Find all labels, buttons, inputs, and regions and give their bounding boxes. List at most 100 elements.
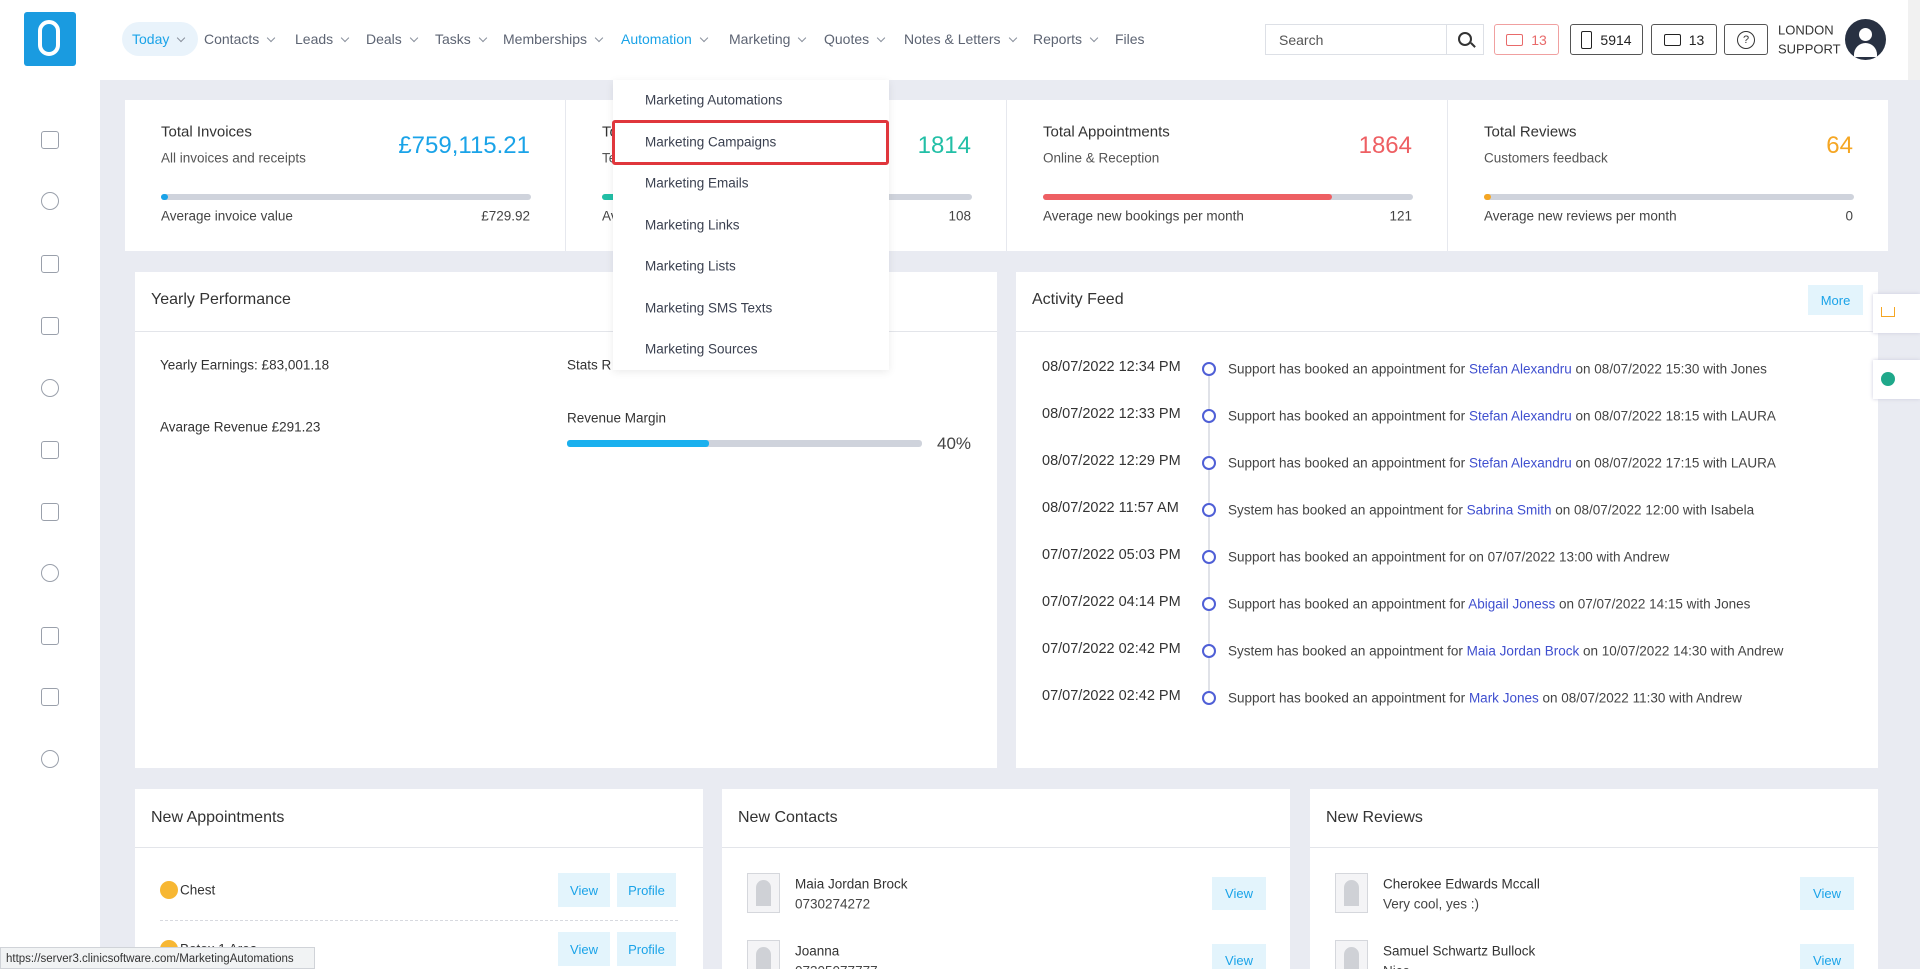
row-button[interactable]: Profile (617, 873, 676, 907)
sidebar-icon[interactable] (41, 317, 59, 335)
chevron (479, 34, 487, 42)
stat-footer-value: £729.92 (481, 209, 530, 224)
stat-card: Total AppointmentsOnline & Reception1864… (1007, 100, 1448, 251)
activity-text: System has booked an appointment for Sab… (1228, 503, 1754, 518)
activity-link[interactable]: Stefan Alexandru (1469, 456, 1572, 471)
sidebar-icon[interactable] (41, 627, 59, 645)
more-button[interactable]: More (1808, 285, 1863, 315)
header-badge[interactable]: 13 (1651, 24, 1717, 55)
sidebar-icon[interactable] (41, 564, 59, 582)
nav-item[interactable]: Quotes (824, 31, 884, 47)
nav-item[interactable]: Notes & Letters (904, 31, 1016, 47)
header-badge[interactable]: 5914 (1570, 24, 1643, 55)
timeline-dot (1202, 362, 1216, 376)
activity-link[interactable]: Maia Jordan Brock (1467, 644, 1580, 659)
nav-item[interactable]: Files (1115, 31, 1145, 47)
panel-title: New Contacts (738, 809, 838, 827)
panel-divider (1016, 331, 1878, 332)
timeline-dot (1202, 644, 1216, 658)
sidebar (0, 80, 100, 969)
activity-time: 07/07/2022 02:42 PM (1042, 688, 1181, 704)
activity-time: 08/07/2022 12:33 PM (1042, 406, 1181, 422)
dropdown-item[interactable]: Marketing Automations (645, 93, 782, 108)
stat-title: Total Reviews (1484, 124, 1577, 141)
timeline-dot (1202, 550, 1216, 564)
activity-link[interactable]: Mark Jones (1469, 691, 1539, 706)
row-button[interactable]: View (558, 873, 610, 907)
dropdown-item[interactable]: Marketing Emails (645, 176, 749, 191)
contact-detail: Very cool, yes :) (1383, 897, 1479, 912)
row-button[interactable]: View (1800, 944, 1854, 969)
stat-bar-fill (1043, 194, 1332, 200)
dropdown-item[interactable]: Marketing Links (645, 217, 740, 232)
activity-text: Support has booked an appointment for St… (1228, 409, 1776, 424)
panel-title: Activity Feed (1032, 291, 1124, 309)
sidebar-icon[interactable] (41, 441, 59, 459)
nav-item[interactable]: Marketing (729, 31, 805, 47)
activity-text: Support has booked an appointment for St… (1228, 456, 1776, 471)
stat-card: Total ReviewsCustomers feedback64Average… (1448, 100, 1889, 251)
nav-item[interactable]: Deals (366, 31, 417, 47)
contact-name: Joanna (795, 944, 839, 959)
dropdown-item[interactable]: Marketing Lists (645, 259, 736, 274)
sidebar-icon[interactable] (41, 379, 59, 397)
sidebar-icon[interactable] (41, 192, 59, 210)
stat-subtitle: All invoices and receipts (161, 151, 306, 166)
stat-bar-fill (161, 194, 168, 200)
whatsapp-icon (1881, 372, 1895, 386)
sidebar-icon[interactable] (41, 131, 59, 149)
row-button[interactable]: Profile (617, 932, 676, 966)
header-badge[interactable]: 13 (1494, 24, 1559, 55)
nav-item[interactable]: Leads (295, 31, 348, 47)
search-box[interactable]: Search (1265, 24, 1484, 55)
activity-link[interactable]: Abigail Joness (1468, 597, 1555, 612)
row-divider (160, 920, 678, 921)
activity-detail: on 07/07/2022 14:15 with Jones (1559, 597, 1750, 612)
nav-item[interactable]: Tasks (435, 31, 486, 47)
badge-text: 13 (1531, 32, 1547, 48)
user-avatar[interactable] (1845, 19, 1886, 60)
sidebar-icon[interactable] (41, 255, 59, 273)
sidebar-icon[interactable] (41, 750, 59, 768)
badge-icon (1581, 31, 1592, 49)
stat-footer-value: 121 (1389, 209, 1412, 224)
chevron (177, 34, 185, 42)
nav-item[interactable]: Automation (621, 31, 707, 47)
user-name-line2: SUPPORT (1778, 42, 1841, 57)
dropdown-item[interactable]: Marketing SMS Texts (645, 300, 772, 315)
sidebar-icon[interactable] (41, 688, 59, 706)
panel-divider (1310, 847, 1878, 848)
avatar-body (1854, 43, 1877, 57)
row-button[interactable]: View (1212, 944, 1266, 969)
list-panel: New ReviewsCherokee Edwards MccallVery c… (1310, 789, 1878, 969)
header-badge[interactable]: ? (1724, 24, 1768, 55)
activity-detail: on 08/07/2022 11:30 with Andrew (1542, 691, 1741, 706)
nav-item[interactable]: Reports (1033, 31, 1097, 47)
dropdown-item[interactable]: Marketing Sources (645, 342, 758, 357)
row-button[interactable]: View (1212, 877, 1266, 910)
activity-message: Support has booked an appointment for (1228, 456, 1465, 471)
activity-link[interactable]: Stefan Alexandru (1469, 362, 1572, 377)
activity-panel: Activity FeedMore08/07/2022 12:34 PMSupp… (1016, 272, 1878, 768)
row-button[interactable]: View (1800, 877, 1854, 910)
badge-text: ? (1737, 31, 1755, 49)
activity-link[interactable]: Stefan Alexandru (1469, 409, 1572, 424)
yearly-earnings: Yearly Earnings: £83,001.18 (160, 358, 329, 373)
activity-text: Support has booked an appointment for St… (1228, 362, 1767, 377)
yearly-stats: Stats R (567, 358, 611, 373)
timeline-dot (1202, 597, 1216, 611)
contact-avatar (1335, 940, 1368, 969)
activity-text: Support has booked an appointment for on… (1228, 550, 1669, 565)
stat-title: Total Appointments (1043, 124, 1170, 141)
row-button[interactable]: View (558, 932, 610, 966)
stat-value: 1814 (918, 132, 971, 160)
activity-link[interactable]: Sabrina Smith (1467, 503, 1552, 518)
chevron (595, 34, 603, 42)
nav-item[interactable]: Today (132, 31, 184, 47)
sidebar-icon[interactable] (41, 503, 59, 521)
stat-footer-value: 0 (1845, 209, 1853, 224)
nav-item[interactable]: Contacts (204, 31, 274, 47)
chevron (1090, 34, 1098, 42)
nav-item[interactable]: Memberships (503, 31, 602, 47)
